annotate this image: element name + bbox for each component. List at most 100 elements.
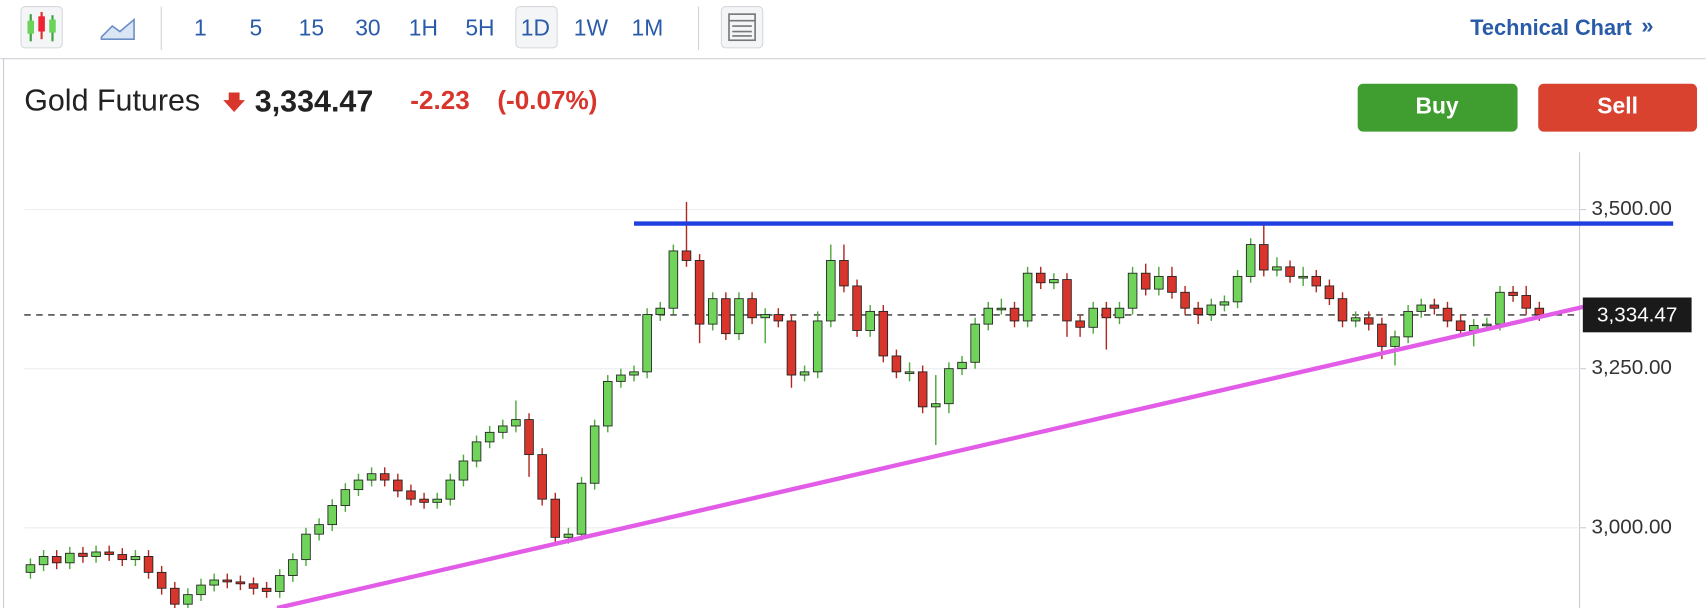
candle-body: [1363, 317, 1374, 325]
sell-label[interactable]: Sell: [1597, 93, 1638, 119]
buy-button[interactable]: Buy: [1357, 83, 1518, 132]
candle-body: [891, 355, 902, 373]
interval-button[interactable]: 5H: [465, 14, 494, 40]
candle-body: [25, 564, 36, 573]
candle-body: [1311, 275, 1322, 287]
candle-body: [1350, 317, 1361, 322]
sell-button[interactable]: Sell: [1538, 83, 1698, 132]
y-tick-label: 3,500.00: [1592, 197, 1672, 220]
interval-button[interactable]: 15: [299, 14, 324, 40]
candle-body: [248, 583, 259, 589]
candle-body: [209, 579, 219, 586]
candle-body: [1324, 285, 1335, 300]
candle-body: [1022, 272, 1033, 322]
interval-button[interactable]: 1W: [574, 14, 609, 40]
instrument-name: Gold Futures: [24, 83, 200, 117]
candle-body: [498, 425, 508, 433]
candle-body: [1075, 320, 1085, 328]
candle-body: [301, 533, 311, 561]
candle-body: [1180, 291, 1190, 309]
candle-body: [143, 556, 154, 573]
candle-body: [983, 307, 994, 325]
candle-body: [642, 314, 652, 373]
candle-icon: [27, 11, 56, 42]
candle-body: [156, 571, 167, 589]
candle-body: [1127, 272, 1138, 309]
candle-body: [78, 552, 88, 557]
candle-body: [1495, 291, 1505, 325]
candle-body: [117, 554, 128, 561]
plot: 3,000.00 3,250.00 3,500.00 3,334.47: [24, 197, 1692, 608]
quote: Gold Futures 3,334.47 -2.23 (-0.07%): [24, 83, 597, 118]
candle-body: [511, 419, 521, 427]
candle-body: [65, 552, 75, 564]
buy-label[interactable]: Buy: [1416, 93, 1459, 119]
candle-body: [51, 556, 62, 564]
candle-body: [799, 371, 810, 376]
candle-body: [1482, 323, 1492, 327]
layout-button[interactable]: [720, 5, 764, 49]
candle-body: [970, 323, 980, 363]
candle-body: [353, 479, 364, 491]
candle-body: [1534, 307, 1545, 316]
candle-body: [655, 307, 666, 316]
last-price-box: [1582, 297, 1692, 333]
technical-chart-link[interactable]: Technical Chart: [1470, 15, 1632, 40]
candle-body: [721, 298, 731, 335]
candle-body: [1232, 275, 1243, 303]
candle-body: [1259, 244, 1269, 271]
candle-body: [1429, 304, 1440, 309]
candle-body: [406, 490, 416, 500]
candle-body: [196, 584, 206, 596]
candle-body: [852, 285, 862, 331]
technical-chart-arrow[interactable]: »: [1641, 13, 1653, 38]
candle-body: [274, 575, 285, 592]
candle-body: [996, 307, 1007, 311]
y-tick-label: 3,000.00: [1592, 515, 1672, 538]
candle-body: [1167, 275, 1177, 293]
candle-body: [563, 533, 574, 538]
candle-body: [1403, 310, 1413, 338]
candle-body: [1245, 244, 1256, 277]
candle-body: [760, 314, 770, 319]
candle-body: [222, 579, 233, 583]
interval-button[interactable]: 1: [194, 14, 207, 40]
candle-body: [707, 298, 718, 325]
interval-buttons: 1 5 15 30 1H 5H 1D 1W 1M: [194, 14, 663, 40]
candle-body: [1206, 304, 1217, 316]
candle-body: [1154, 275, 1164, 290]
candle-body: [957, 361, 967, 370]
candle-body: [432, 498, 442, 503]
candle-body: [629, 371, 639, 376]
candle-body: [1219, 301, 1230, 306]
candle-body: [1088, 307, 1098, 328]
candle-body: [1521, 295, 1531, 309]
toolbar: 1 5 15 30 1H 5H 1D 1W 1M Technical Chart »: [0, 5, 1706, 60]
candle-body: [471, 441, 482, 462]
candle-body: [261, 587, 272, 592]
candle-body: [1062, 279, 1072, 322]
sell-button-bg[interactable]: [1538, 83, 1698, 132]
interval-button[interactable]: 5: [250, 14, 263, 40]
buy-button-bg[interactable]: [1357, 83, 1518, 132]
interval-button[interactable]: 30: [355, 14, 380, 40]
candle-body: [484, 431, 495, 443]
candle-body: [904, 371, 915, 374]
candle-body: [1285, 266, 1295, 277]
candle-body: [537, 454, 547, 500]
candle-body: [1114, 307, 1125, 319]
area-icon[interactable]: [100, 17, 135, 40]
candle-body: [170, 587, 180, 605]
candle-body: [1377, 323, 1387, 347]
interval-button[interactable]: 1D: [521, 14, 550, 40]
candle-body: [917, 371, 928, 408]
candle-body: [944, 368, 954, 405]
interval-button[interactable]: 1M: [632, 14, 664, 40]
interval-button[interactable]: 1H: [409, 14, 438, 40]
candle-body: [379, 473, 390, 481]
candle-body: [865, 310, 875, 331]
candle-body: [458, 460, 469, 481]
candle-body: [1455, 320, 1466, 331]
candle-body: [839, 260, 849, 287]
candle-body: [1272, 266, 1282, 271]
